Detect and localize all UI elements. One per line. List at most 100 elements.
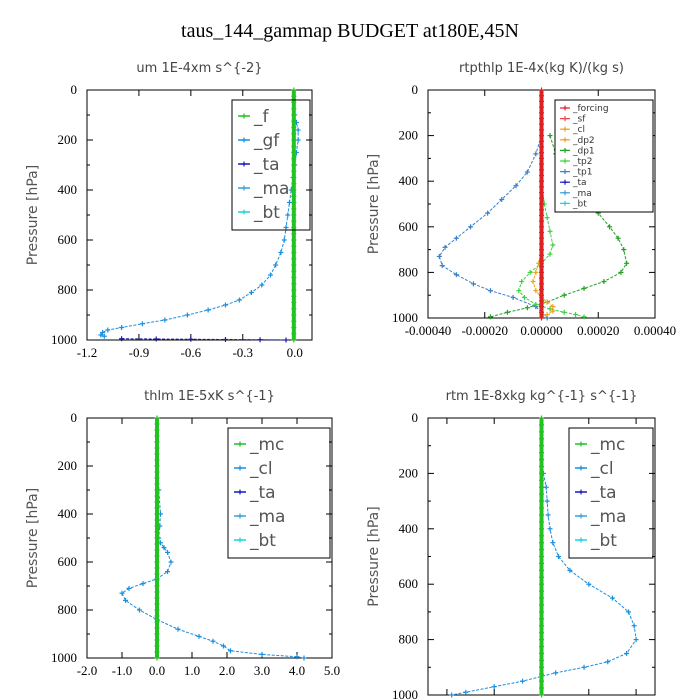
series-ta: [119, 336, 289, 343]
legend-item: _ma: [249, 507, 285, 527]
legend-item: _ta: [572, 178, 587, 188]
x-tick-label: -1.2: [77, 345, 98, 360]
y-tick-label: 1000: [392, 310, 418, 325]
y-tick-label: 400: [399, 521, 419, 536]
legend-item: _sf: [572, 115, 586, 125]
legend-item: _cl: [590, 459, 614, 479]
legend-item: _forcing: [572, 104, 609, 114]
x-tick-label: 5.0: [324, 663, 340, 678]
y-tick-label: 400: [399, 173, 419, 188]
panel-title: um 1E-4xm s^{-2}: [136, 61, 262, 76]
series-line: [100, 114, 299, 337]
y-tick-label: 0: [412, 82, 419, 97]
panel-title: thlm 1E-5xK s^{-1}: [144, 389, 275, 404]
y-tick-label: 400: [58, 506, 78, 521]
panel-1: um 1E-4xm s^{-2} Pressure [hPa] 0 200 400 600…: [25, 61, 313, 360]
y-tick-label: 400: [58, 182, 78, 197]
legend: _f _gf _ta _ma _bt: [231, 99, 311, 231]
y-tick-label: 800: [58, 282, 78, 297]
x-tick-label: 0.00040: [634, 323, 676, 338]
y-tick-label: 200: [399, 465, 419, 480]
series-line: [121, 442, 305, 659]
x-tick-label: -0.6: [181, 345, 202, 360]
legend-item: _cl: [249, 459, 273, 479]
y-tick-label: 1000: [51, 332, 77, 347]
x-tick-label: 2.0: [219, 663, 235, 678]
series-line: [121, 338, 287, 341]
y-axis-label: Pressure [hPa]: [25, 488, 41, 588]
legend-box: [231, 99, 311, 231]
legend-item: _bt: [249, 531, 276, 551]
legend-box: [554, 99, 654, 213]
y-tick-label: 0: [71, 410, 78, 425]
legend-item: _tp1: [572, 168, 592, 178]
series-tp1: [436, 133, 550, 321]
legend-item: _ta: [590, 483, 617, 503]
legend-item: _dp2: [572, 136, 595, 146]
legend-item: _ta: [253, 155, 280, 175]
legend-item: _ma: [253, 179, 289, 199]
legend-item: _mc: [249, 435, 284, 455]
panel-3: thlm 1E-5xK s^{-1} Pressure [hPa] 0 200 400 6…: [25, 389, 340, 678]
y-tick-label: 600: [399, 576, 419, 591]
legend: _mc _cl _ta _ma _bt: [568, 427, 654, 559]
legend-item: _dp1: [572, 146, 595, 156]
x-tick-label: -0.9: [129, 345, 150, 360]
x-tick-label: 0.0: [287, 345, 303, 360]
legend: _forcing_sf_cl_dp2_dp1_tp2_tp1_ta_ma_bt: [554, 99, 654, 213]
series-f: [291, 87, 297, 343]
y-axis-label: Pressure [hPa]: [366, 506, 382, 606]
series-line: [438, 135, 548, 319]
legend-item: _ma: [572, 189, 592, 199]
legend-item: _f: [253, 107, 270, 127]
series-forcing: [539, 87, 544, 321]
legend-item: _bt: [572, 199, 587, 209]
x-tick-label: -2.0: [77, 663, 98, 678]
series-mc: [154, 415, 160, 661]
legend-box: [227, 427, 331, 559]
series-cl: [119, 439, 307, 661]
y-tick-label: 600: [399, 219, 419, 234]
figure-title: taus_144_gammap BUDGET at180E,45N: [181, 20, 519, 42]
legend: _mc _cl _ta _ma _bt: [227, 427, 331, 559]
legend-item: _bt: [253, 203, 280, 223]
panel-4: rtm 1E-8xkg kg^{-1} s^{-1} Pressure [hPa]…: [366, 389, 656, 700]
plot-frame: [86, 417, 333, 659]
x-tick-label: 4.0: [289, 663, 305, 678]
y-tick-label: 200: [399, 128, 419, 143]
y-tick-label: 600: [58, 232, 78, 247]
legend-box: [568, 427, 654, 559]
legend-item: _ma: [590, 507, 626, 527]
y-axis-label: Pressure [hPa]: [25, 165, 41, 265]
y-tick-label: 1000: [51, 650, 77, 665]
y-tick-label: 800: [58, 602, 78, 617]
series-line: [451, 459, 637, 696]
y-tick-label: 200: [58, 458, 78, 473]
legend-item: _mc: [590, 435, 625, 455]
legend-item: _ta: [249, 483, 276, 503]
x-tick-label: -1.0: [112, 663, 133, 678]
x-tick-label: -0.00040: [405, 323, 452, 338]
y-tick-label: 600: [58, 554, 78, 569]
legend-item: _gf: [253, 131, 280, 151]
panel-title: rtm 1E-8xkg kg^{-1} s^{-1}: [446, 389, 638, 404]
y-tick-label: 800: [399, 632, 419, 647]
y-tick-label: 0: [71, 82, 78, 97]
x-tick-label: -0.3: [232, 345, 253, 360]
series-mc: [539, 415, 544, 698]
panel-title: rtpthlp 1E-4x(kg K)/(kg s): [459, 61, 624, 76]
x-tick-label: 1.0: [184, 663, 200, 678]
y-tick-label: 800: [399, 264, 419, 279]
panel-2: rtpthlp 1E-4x(kg K)/(kg s) Pressure [hPa]…: [366, 61, 676, 338]
y-tick-label: 0: [412, 410, 419, 425]
x-tick-label: 0.0: [149, 663, 165, 678]
x-tick-label: 0.00020: [577, 323, 619, 338]
x-tick-label: -0.00020: [461, 323, 508, 338]
legend-item: _cl: [572, 125, 585, 135]
y-tick-label: 1000: [392, 687, 418, 700]
x-tick-label: 3.0: [254, 663, 270, 678]
series-line: [518, 181, 585, 318]
legend-item: _tp2: [572, 157, 592, 167]
y-tick-label: 200: [58, 132, 78, 147]
